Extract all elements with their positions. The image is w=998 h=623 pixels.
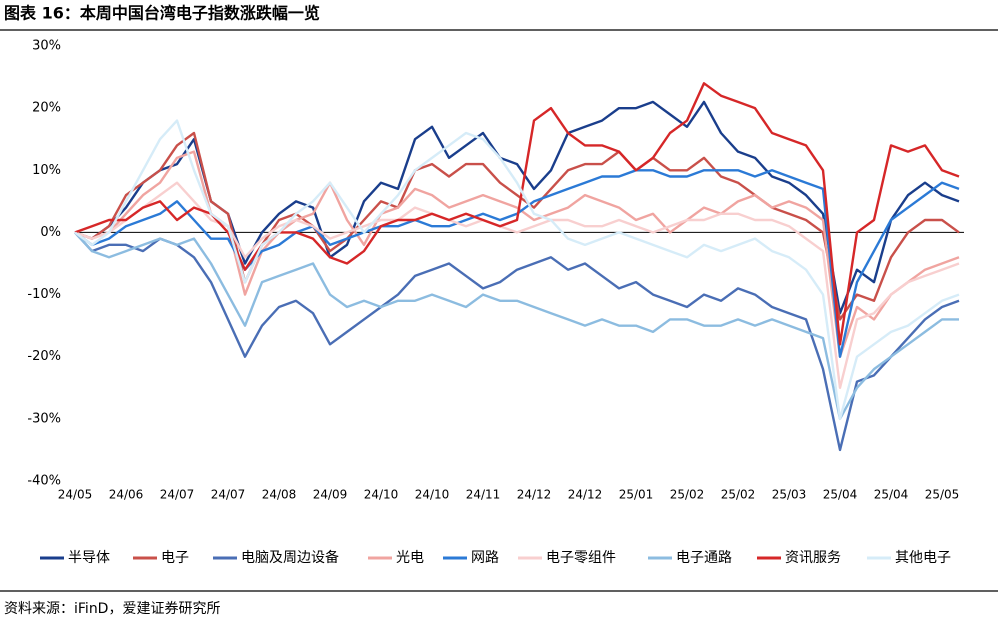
- x-tick-label: 24/09: [313, 488, 348, 502]
- y-tick-label: -10%: [27, 287, 61, 302]
- source: 资料来源：iFinD，爱建证券研究所: [4, 601, 220, 617]
- x-tick-label: 24/07: [211, 488, 246, 502]
- legend-label: 电子通路: [676, 550, 732, 566]
- x-tick-label: 24/12: [517, 488, 552, 502]
- series-line: [74, 119, 960, 421]
- series-line: [74, 131, 960, 321]
- legend-label: 光电: [396, 550, 424, 566]
- y-tick-label: -30%: [27, 411, 61, 426]
- x-tick-label: 24/12: [568, 488, 603, 502]
- series-line: [74, 231, 959, 421]
- y-tick-label: -40%: [27, 474, 61, 489]
- y-tick-label: 10%: [32, 163, 61, 178]
- legend-label: 资讯服务: [785, 550, 841, 566]
- y-tick-label: 30%: [32, 39, 61, 54]
- y-tick-label: -20%: [27, 349, 61, 364]
- chart-title: 图表 16：本周中国台湾电子指数涨跌幅一览: [4, 4, 320, 23]
- x-tick-label: 24/08: [262, 488, 297, 502]
- legend-label: 电子: [161, 550, 189, 566]
- legend-label: 电子零组件: [546, 550, 616, 566]
- x-tick-label: 24/10: [415, 488, 450, 502]
- x-tick-label: 24/11: [466, 488, 501, 502]
- x-tick-label: 25/04: [823, 488, 858, 502]
- x-tick-label: 25/02: [670, 488, 705, 502]
- legend-label: 其他电子: [895, 550, 951, 566]
- legend-label: 电脑及周边设备: [241, 549, 339, 566]
- x-tick-label: 24/06: [109, 488, 144, 502]
- x-tick-label: 25/04: [874, 488, 909, 502]
- x-tick-label: 25/03: [772, 488, 807, 502]
- x-tick-label: 24/07: [160, 488, 195, 502]
- x-tick-label: 25/02: [721, 488, 756, 502]
- y-tick-label: 20%: [32, 101, 61, 116]
- series-line: [74, 82, 960, 346]
- legend-label: 半导体: [68, 550, 110, 566]
- series-line: [74, 181, 960, 389]
- y-tick-label: 0%: [40, 225, 61, 240]
- legend-label: 网路: [471, 550, 499, 566]
- series-line: [74, 231, 960, 452]
- x-tick-label: 25/05: [925, 488, 960, 502]
- x-tick-label: 25/01: [619, 488, 654, 502]
- x-tick-label: 24/05: [58, 488, 93, 502]
- x-tick-label: 24/10: [364, 488, 399, 502]
